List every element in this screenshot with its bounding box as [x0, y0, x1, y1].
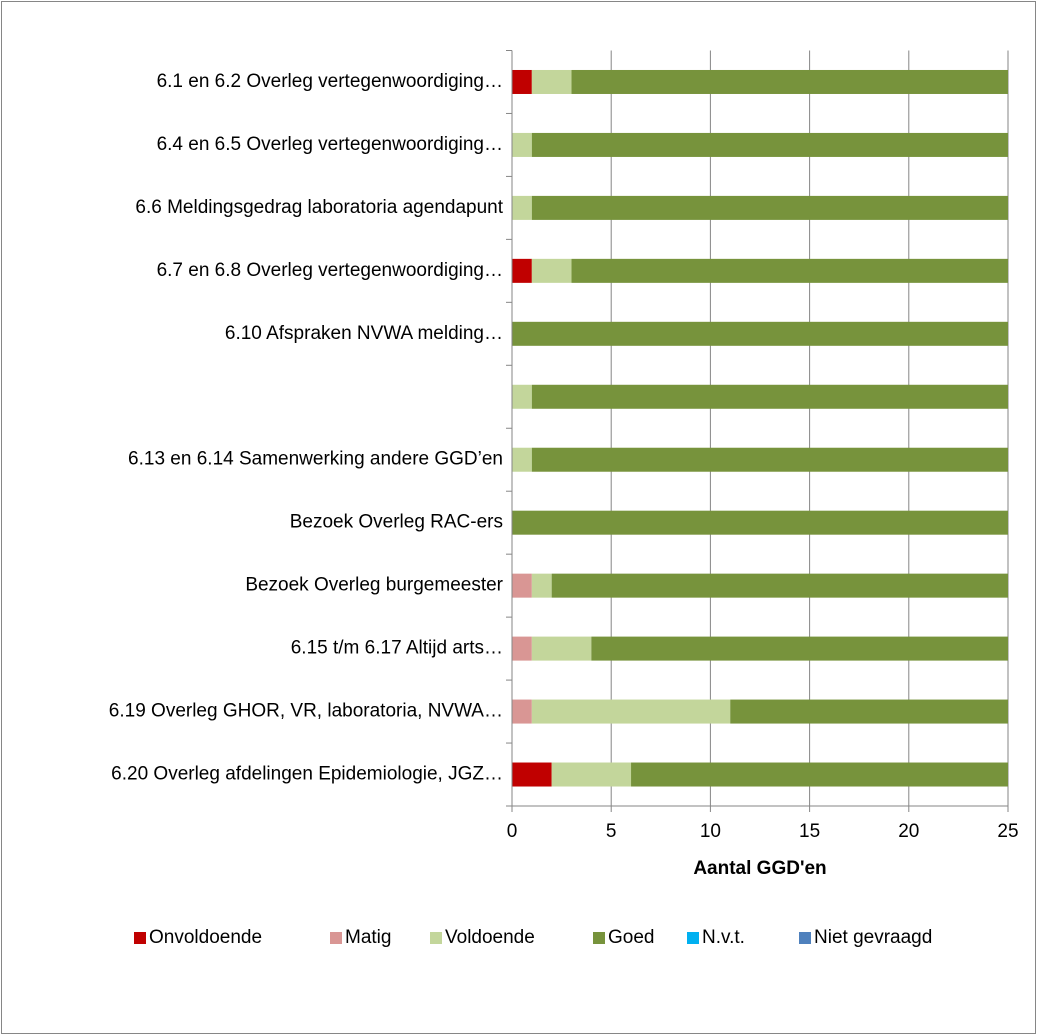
bar-segment: [512, 447, 532, 472]
x-tick-label: 20: [898, 821, 919, 842]
bar-segment: [512, 69, 532, 94]
bar-segment: [730, 699, 1008, 724]
y-tick-label: Bezoek Overleg RAC-ers: [290, 512, 503, 533]
y-tick-label: 6.10 Afspraken NVWA melding…: [225, 323, 503, 344]
legend-swatch: [687, 932, 699, 944]
bar-segment: [531, 258, 572, 283]
bar-segment: [571, 258, 1008, 283]
y-tick-label: 6.15 t/m 6.17 Altijd arts…: [291, 638, 503, 659]
bar-segment: [512, 573, 532, 598]
x-tick-label: 5: [606, 821, 617, 842]
y-tick-label: 6.6 Meldingsgedrag laboratoria agendapun…: [135, 197, 503, 218]
bar-segment: [531, 447, 1008, 472]
bar-segment: [512, 762, 552, 787]
y-tick-label: 6.19 Overleg GHOR, VR, laboratoria, NVWA…: [109, 701, 503, 722]
bar-segment: [531, 573, 552, 598]
bar-segment: [631, 762, 1008, 787]
x-tick-label: 25: [997, 821, 1018, 842]
bar-segment: [551, 573, 1008, 598]
bar-segment: [531, 69, 572, 94]
y-tick-label: 6.7 en 6.8 Overleg vertegenwoordiging…: [157, 260, 503, 281]
bar-segment: [512, 699, 532, 724]
legend-label: Voldoende: [445, 927, 535, 948]
legend-swatch: [799, 932, 811, 944]
legend-label: Onvoldoende: [149, 927, 262, 948]
bar-segment: [591, 636, 1008, 661]
y-tick-label: 6.13 en 6.14 Samenwerking andere GGD’en: [128, 449, 503, 470]
bar-segment: [512, 510, 1008, 535]
bar-segment: [531, 699, 731, 724]
bar-segment: [531, 636, 592, 661]
bar-segment: [512, 384, 532, 409]
bar-segment: [571, 69, 1008, 94]
bar-segment: [531, 384, 1008, 409]
bar-segment: [531, 195, 1008, 220]
legend-swatch: [593, 932, 605, 944]
legend-label: Matig: [345, 927, 391, 948]
bar-segment: [512, 258, 532, 283]
y-tick-label: 6.4 en 6.5 Overleg vertegenwoordiging…: [157, 134, 503, 155]
legend-label: Goed: [608, 927, 654, 948]
legend-swatch: [134, 932, 146, 944]
x-tick-label: 10: [700, 821, 721, 842]
y-tick-label: 6.1 en 6.2 Overleg vertegenwoordiging…: [157, 71, 503, 92]
bar-segment: [512, 195, 532, 220]
y-tick-label: 6.20 Overleg afdelingen Epidemiologie, J…: [111, 764, 503, 785]
x-tick-label: 0: [507, 821, 518, 842]
legend-swatch: [430, 932, 442, 944]
bar-segment: [512, 321, 1008, 346]
bar-segment: [531, 132, 1008, 157]
x-axis-title: Aantal GGD'en: [693, 858, 826, 879]
legend-swatch: [330, 932, 342, 944]
legend-label: N.v.t.: [702, 927, 745, 948]
bar-segment: [512, 132, 532, 157]
bar-segment: [512, 636, 532, 661]
x-tick-label: 15: [799, 821, 820, 842]
bar-segment: [551, 762, 632, 787]
y-tick-label: Bezoek Overleg burgemeester: [245, 575, 503, 596]
legend-label: Niet gevraagd: [814, 927, 932, 948]
